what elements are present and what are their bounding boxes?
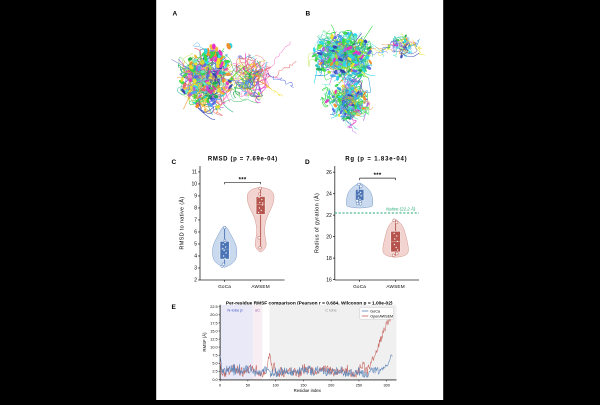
svg-text:24: 24 (326, 191, 332, 197)
svg-text:***: *** (239, 177, 247, 183)
svg-text:C lobe: C lobe (325, 308, 337, 313)
svg-text:26: 26 (326, 170, 332, 176)
svg-text:20: 20 (326, 234, 332, 240)
svg-text:AWSEM: AWSEM (386, 284, 405, 289)
svg-text:Rg (p = 1.83e-04): Rg (p = 1.83e-04) (345, 156, 407, 162)
svg-text:C: C (172, 159, 177, 166)
svg-text:6: 6 (194, 230, 197, 236)
svg-text:N-lobe β: N-lobe β (227, 308, 243, 313)
svg-text:3: 3 (194, 266, 197, 272)
svg-text:GoCa: GoCa (353, 284, 366, 289)
svg-text:100: 100 (272, 383, 278, 387)
svg-text:A: A (173, 11, 178, 18)
svg-text:300: 300 (384, 383, 390, 387)
svg-text:Native (22.2 Å): Native (22.2 Å) (386, 207, 416, 212)
svg-text:18: 18 (326, 256, 332, 262)
svg-text:8: 8 (194, 206, 197, 212)
svg-text:5: 5 (194, 242, 197, 248)
svg-text:αC: αC (255, 308, 260, 313)
svg-text:RMSD to native (Å): RMSD to native (Å) (179, 196, 186, 249)
svg-text:9: 9 (194, 194, 197, 200)
svg-text:2: 2 (194, 278, 197, 284)
svg-text:E: E (172, 304, 177, 311)
svg-text:2.5: 2.5 (212, 370, 217, 374)
svg-text:20.0: 20.0 (210, 313, 217, 317)
svg-text:17.5: 17.5 (210, 321, 217, 325)
svg-text:10.0: 10.0 (210, 346, 217, 350)
svg-text:AWSEM: AWSEM (251, 284, 270, 289)
svg-text:15.0: 15.0 (210, 329, 217, 333)
svg-text:0.0: 0.0 (212, 378, 217, 382)
svg-text:0: 0 (219, 383, 221, 387)
svg-text:Per-residue RMSF comparison (P: Per-residue RMSF comparison (Pearson r =… (226, 300, 393, 306)
svg-text:5.0: 5.0 (212, 362, 217, 366)
svg-text:10: 10 (191, 182, 197, 188)
svg-text:Radius of gyration (Å): Radius of gyration (Å) (314, 193, 321, 253)
svg-text:250: 250 (356, 383, 362, 387)
svg-text:150: 150 (300, 383, 306, 387)
svg-text:50: 50 (246, 383, 250, 387)
svg-text:22: 22 (326, 213, 332, 219)
svg-text:22.5: 22.5 (210, 305, 217, 309)
svg-text:RMSF (Å): RMSF (Å) (202, 332, 207, 352)
svg-text:***: *** (374, 173, 382, 179)
svg-text:16: 16 (326, 277, 332, 283)
svg-text:200: 200 (328, 383, 334, 387)
svg-text:12.5: 12.5 (210, 337, 217, 341)
svg-text:B: B (306, 11, 311, 18)
svg-text:7.5: 7.5 (212, 354, 217, 358)
svg-text:7: 7 (194, 218, 197, 224)
svg-text:D: D (305, 159, 310, 166)
svg-text:4: 4 (194, 254, 197, 260)
svg-text:OpenAWSEM: OpenAWSEM (370, 314, 393, 318)
svg-text:GoCa: GoCa (218, 284, 231, 289)
svg-text:GoCa: GoCa (370, 309, 381, 313)
svg-text:11: 11 (192, 170, 197, 176)
svg-text:Residue index: Residue index (294, 388, 322, 393)
svg-text:RMSD (p = 7.69e-04): RMSD (p = 7.69e-04) (208, 156, 278, 162)
